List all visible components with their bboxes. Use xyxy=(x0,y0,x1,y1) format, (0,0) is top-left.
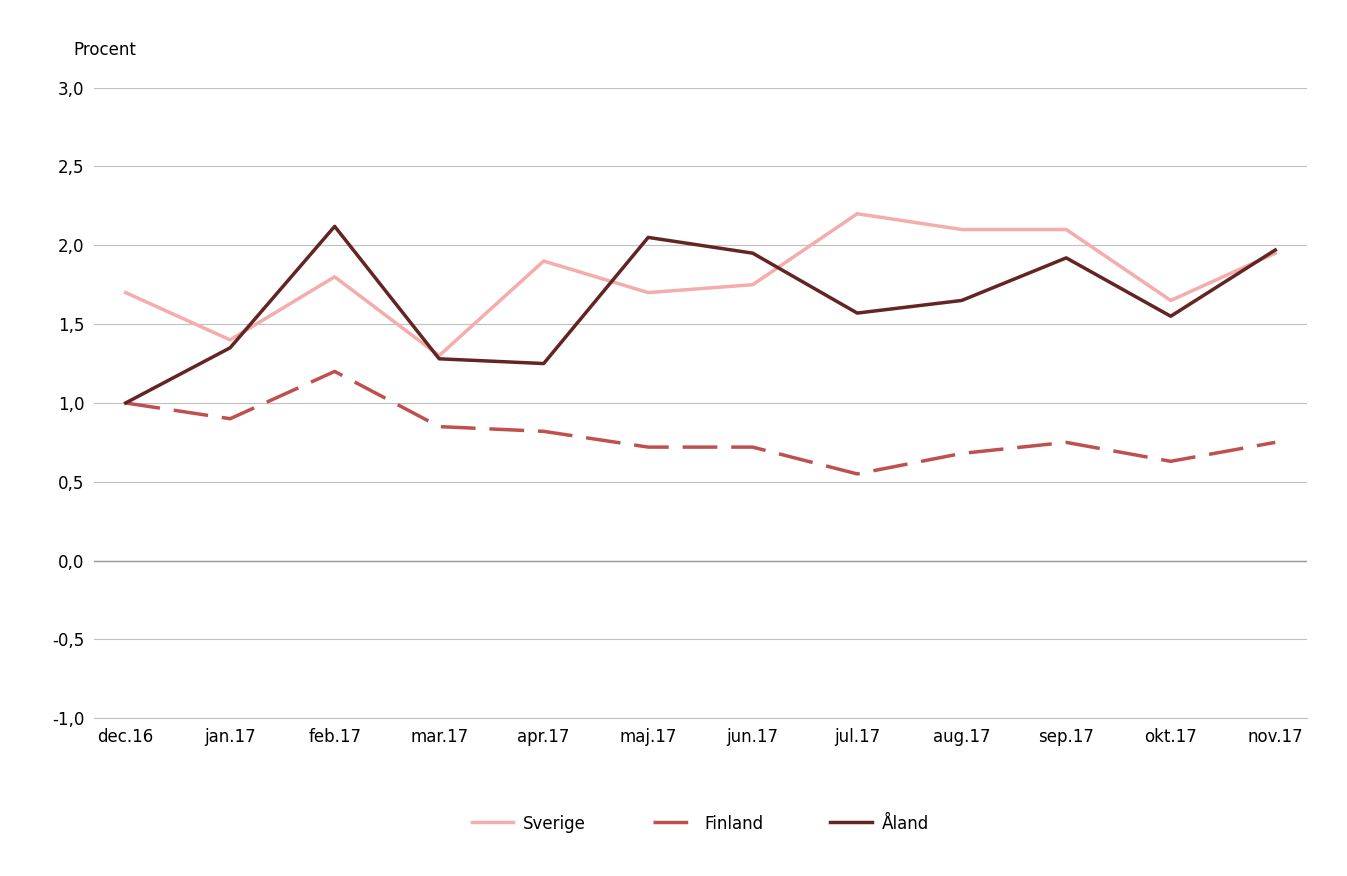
Finland xyxy=(1059,437,1075,448)
Åland xyxy=(954,295,970,306)
Sverige xyxy=(954,224,970,235)
Sverige xyxy=(222,335,238,345)
Finland xyxy=(536,426,552,436)
Finland xyxy=(431,421,447,432)
Sverige xyxy=(1268,248,1284,258)
Sverige xyxy=(536,256,552,266)
Finland xyxy=(849,469,865,479)
Finland xyxy=(1162,456,1179,467)
Åland xyxy=(1268,244,1284,255)
Åland xyxy=(222,343,238,353)
Finland xyxy=(640,442,656,452)
Sverige xyxy=(640,287,656,298)
Sverige xyxy=(745,279,761,290)
Text: Procent: Procent xyxy=(73,41,136,60)
Finland xyxy=(1268,437,1284,448)
Åland xyxy=(326,221,342,231)
Åland xyxy=(1162,311,1179,321)
Sverige xyxy=(1162,295,1179,306)
Finland xyxy=(222,413,238,424)
Åland xyxy=(117,398,133,408)
Åland xyxy=(849,307,865,318)
Finland xyxy=(117,398,133,408)
Sverige xyxy=(431,350,447,361)
Sverige xyxy=(849,208,865,219)
Sverige xyxy=(117,287,133,298)
Line: Åland: Åland xyxy=(125,226,1276,403)
Finland xyxy=(326,366,342,377)
Åland xyxy=(745,248,761,258)
Sverige xyxy=(326,272,342,282)
Finland xyxy=(745,442,761,452)
Line: Finland: Finland xyxy=(125,371,1276,474)
Legend: Sverige, Finland, Åland: Sverige, Finland, Åland xyxy=(465,809,936,840)
Åland xyxy=(431,354,447,364)
Åland xyxy=(536,358,552,369)
Finland xyxy=(954,449,970,459)
Sverige xyxy=(1059,224,1075,235)
Åland xyxy=(1059,252,1075,263)
Line: Sverige: Sverige xyxy=(125,214,1276,356)
Åland xyxy=(640,232,656,243)
